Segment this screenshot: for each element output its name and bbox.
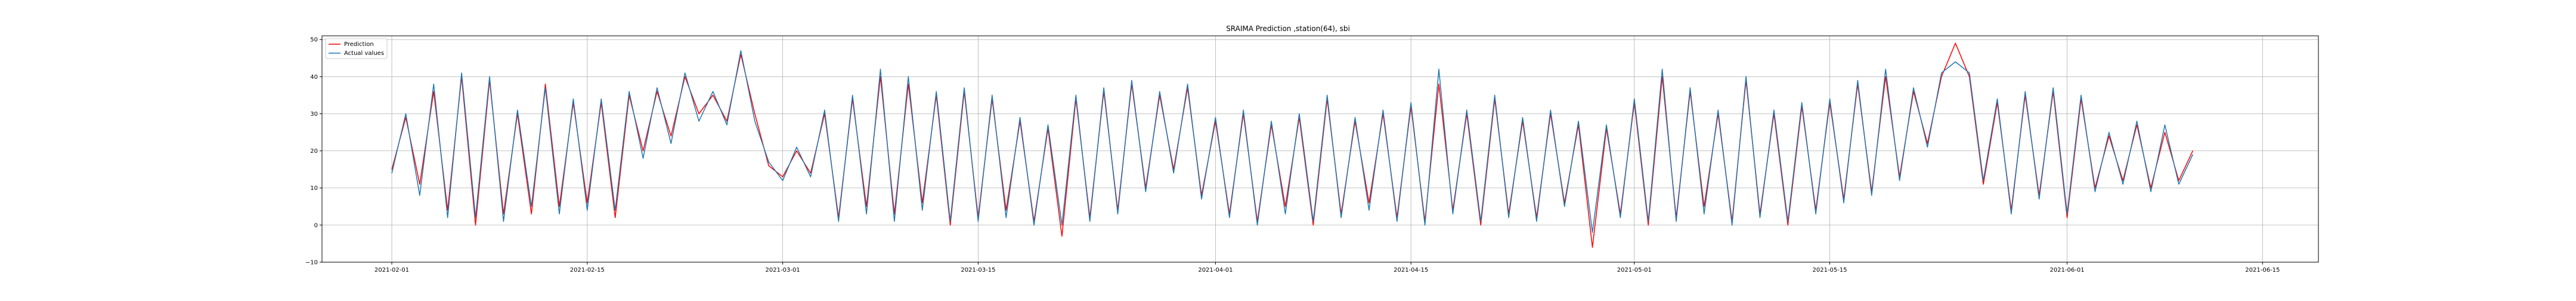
data-point (1983, 183, 1984, 185)
data-point (1522, 117, 1524, 118)
y-tick-label: 0 (314, 222, 318, 229)
data-point (866, 206, 867, 207)
series-line (391, 50, 2193, 234)
chart-title: SRAIMA Prediction ,station(64), sbi (1226, 24, 1350, 33)
data-point (1005, 217, 1007, 218)
data-point (796, 146, 797, 148)
data-point (852, 94, 853, 96)
data-point (1312, 221, 1314, 222)
legend-label-actual-values: Actual values (344, 50, 384, 57)
data-point (405, 113, 407, 115)
y-axis: −10 0 10 20 30 40 50 (305, 37, 322, 266)
data-point (447, 217, 448, 218)
data-point (936, 91, 937, 92)
data-point (782, 180, 784, 181)
data-point (475, 217, 476, 218)
legend: Prediction Actual values (325, 38, 388, 59)
data-point (503, 221, 504, 222)
data-point (908, 76, 909, 77)
data-point (1494, 94, 1496, 96)
data-point (796, 150, 797, 152)
x-tick-label: 2021-05-15 (1812, 267, 1847, 274)
data-point (2052, 87, 2054, 88)
data-point (2178, 180, 2179, 181)
data-point (419, 195, 420, 196)
data-point (1536, 221, 1537, 222)
data-point (1089, 221, 1091, 222)
x-axis: 2021-02-01 2021-02-15 2021-03-01 2021-03-15… (374, 262, 2280, 274)
x-tick-label: 2021-05-01 (1617, 267, 1652, 274)
data-point (2024, 91, 2026, 92)
legend-label-prediction: Prediction (344, 41, 374, 48)
data-point (1843, 202, 1844, 204)
series-actual-values (391, 50, 2193, 234)
data-point (1131, 80, 1132, 81)
x-tick-label: 2021-04-01 (1198, 267, 1233, 274)
data-point (1745, 76, 1747, 77)
data-point (1927, 143, 1928, 144)
y-tick-label: 50 (310, 37, 318, 44)
y-tick-label: 30 (310, 111, 318, 118)
data-point (1857, 80, 1858, 81)
data-point (1801, 102, 1803, 103)
x-tick-label: 2021-04-15 (1394, 267, 1428, 274)
y-tick-label: −10 (305, 260, 318, 266)
y-tick-label: 10 (310, 185, 318, 192)
data-point (1592, 232, 1593, 233)
data-point (1941, 76, 1942, 77)
x-tick-label: 2021-03-15 (961, 267, 995, 274)
x-tick-label: 2021-02-01 (374, 267, 409, 274)
data-point (2150, 191, 2151, 192)
data-point (1927, 146, 1928, 148)
y-tick-label: 20 (310, 148, 318, 155)
data-point (1913, 87, 1914, 88)
data-point (1368, 202, 1370, 204)
data-point (1871, 195, 1872, 196)
data-point (419, 183, 420, 185)
x-tick-label: 2021-02-15 (570, 267, 605, 274)
plot-area-frame (321, 35, 2319, 263)
legend-box (325, 38, 388, 59)
data-point (1215, 117, 1216, 118)
data-point (838, 221, 839, 222)
data-point (489, 76, 490, 77)
data-point (2080, 94, 2082, 96)
data-point (1145, 191, 1146, 192)
data-point (1955, 42, 1956, 44)
data-point (2178, 183, 2179, 185)
data-point (754, 113, 756, 115)
data-point (1229, 217, 1230, 218)
x-tick-label: 2021-03-01 (766, 267, 800, 274)
grid-lines (322, 36, 2318, 263)
data-point (531, 206, 532, 207)
data-point (977, 221, 979, 222)
plot-lines (391, 42, 2193, 248)
data-point (545, 87, 546, 88)
data-point (1899, 180, 1900, 181)
data-point (1340, 217, 1342, 218)
data-point (1648, 221, 1649, 222)
data-point (1885, 76, 1886, 77)
data-point (628, 91, 630, 92)
data-point (1159, 91, 1160, 92)
x-tick-label: 2021-06-15 (2245, 267, 2280, 274)
x-tick-label: 2021-06-01 (2050, 267, 2085, 274)
data-point (1592, 247, 1593, 248)
data-point (1564, 206, 1565, 207)
data-point (1284, 206, 1286, 207)
data-point (880, 76, 881, 77)
data-point (1983, 180, 1984, 181)
data-point (1620, 217, 1621, 218)
y-tick-label: 40 (310, 74, 318, 81)
